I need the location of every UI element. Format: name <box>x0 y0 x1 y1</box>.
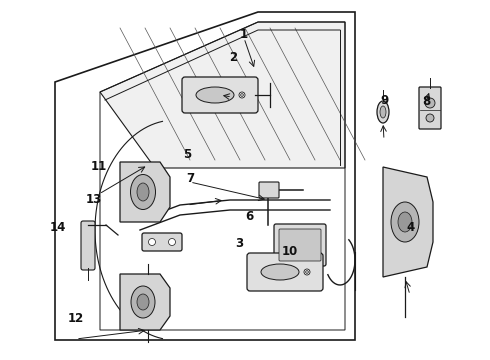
Polygon shape <box>55 12 355 340</box>
FancyBboxPatch shape <box>274 224 326 266</box>
Text: 13: 13 <box>86 193 102 206</box>
Circle shape <box>169 239 175 246</box>
Ellipse shape <box>137 183 149 201</box>
FancyBboxPatch shape <box>419 87 441 129</box>
FancyBboxPatch shape <box>279 229 321 261</box>
FancyBboxPatch shape <box>259 182 279 198</box>
Circle shape <box>304 269 310 275</box>
Circle shape <box>239 92 245 98</box>
Polygon shape <box>383 167 433 277</box>
Text: 12: 12 <box>68 312 84 325</box>
Circle shape <box>425 98 435 108</box>
FancyBboxPatch shape <box>142 233 182 251</box>
FancyBboxPatch shape <box>247 253 323 291</box>
Ellipse shape <box>380 106 386 118</box>
Ellipse shape <box>137 294 149 310</box>
Text: 14: 14 <box>49 221 66 234</box>
Ellipse shape <box>398 212 412 232</box>
Text: 5: 5 <box>183 148 191 161</box>
Ellipse shape <box>196 87 234 103</box>
Ellipse shape <box>130 175 155 210</box>
Polygon shape <box>100 22 345 168</box>
Polygon shape <box>120 274 170 330</box>
Text: 4: 4 <box>407 221 415 234</box>
FancyBboxPatch shape <box>81 221 95 270</box>
Text: 1: 1 <box>240 28 248 41</box>
Text: 10: 10 <box>282 245 298 258</box>
Ellipse shape <box>377 101 389 123</box>
Text: 11: 11 <box>91 160 107 173</box>
Circle shape <box>148 239 155 246</box>
Text: 8: 8 <box>422 95 430 108</box>
Text: 7: 7 <box>186 172 194 185</box>
Text: 2: 2 <box>229 51 237 64</box>
FancyBboxPatch shape <box>182 77 258 113</box>
Circle shape <box>426 114 434 122</box>
Ellipse shape <box>261 264 299 280</box>
Text: 6: 6 <box>245 210 253 223</box>
Polygon shape <box>120 162 170 222</box>
Circle shape <box>241 94 244 96</box>
Text: 9: 9 <box>380 94 388 107</box>
Circle shape <box>305 270 309 274</box>
Text: 3: 3 <box>235 237 243 249</box>
Ellipse shape <box>131 286 155 318</box>
Ellipse shape <box>391 202 419 242</box>
